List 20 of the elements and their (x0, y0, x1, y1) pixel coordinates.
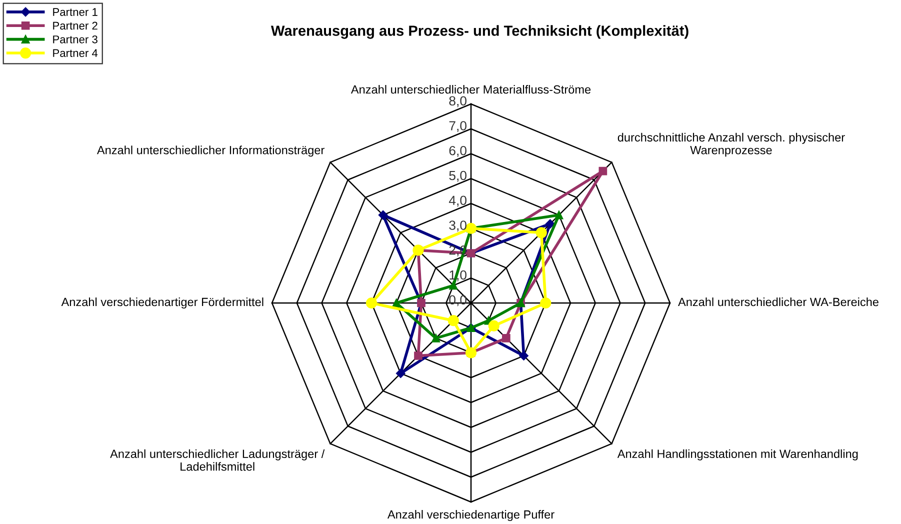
legend-label: Partner 2 (53, 22, 98, 30)
y-tick-label: 2,0 (449, 245, 466, 256)
spoke-label: Anzahl unterschiedlicher Ladungsträger / Ladehilfsmittel (110, 449, 325, 471)
y-tick-label: 6,0 (449, 146, 466, 157)
spoke-label: Anzahl verschiedenartige Puffer (387, 510, 554, 522)
legend-label: Partner 3 (53, 35, 98, 44)
spoke-label: durchschnittliche Anzahl versch. physischer Warenprozesse (618, 132, 845, 157)
legend-label: Partner 4 (53, 49, 98, 58)
y-tick-label: 7,0 (449, 121, 466, 132)
legend-label: Partner 1 (53, 8, 98, 16)
y-tick-label: 5,0 (449, 170, 466, 182)
y-tick-label: 8,0 (449, 96, 466, 108)
y-tick-label: 3,0 (449, 220, 466, 232)
spoke-label: Anzahl unterschiedlicher WA-Bereiche (678, 297, 878, 306)
text: Warenausgang aus Prozess- und Techniksicht (Komplexität) (270, 25, 688, 39)
spoke-label: Anzahl verschiedenartiger Fördermittel (61, 297, 264, 309)
spoke-label: Anzahl unterschiedlicher Materialfluss-Ströme (350, 84, 591, 94)
y-tick-label: 4,0 (448, 196, 466, 207)
spoke-label: Anzahl Handlingsstationen mit Warenhandling (617, 449, 858, 460)
spoke-label: Anzahl unterschiedlicher Informationsträger (96, 146, 324, 157)
